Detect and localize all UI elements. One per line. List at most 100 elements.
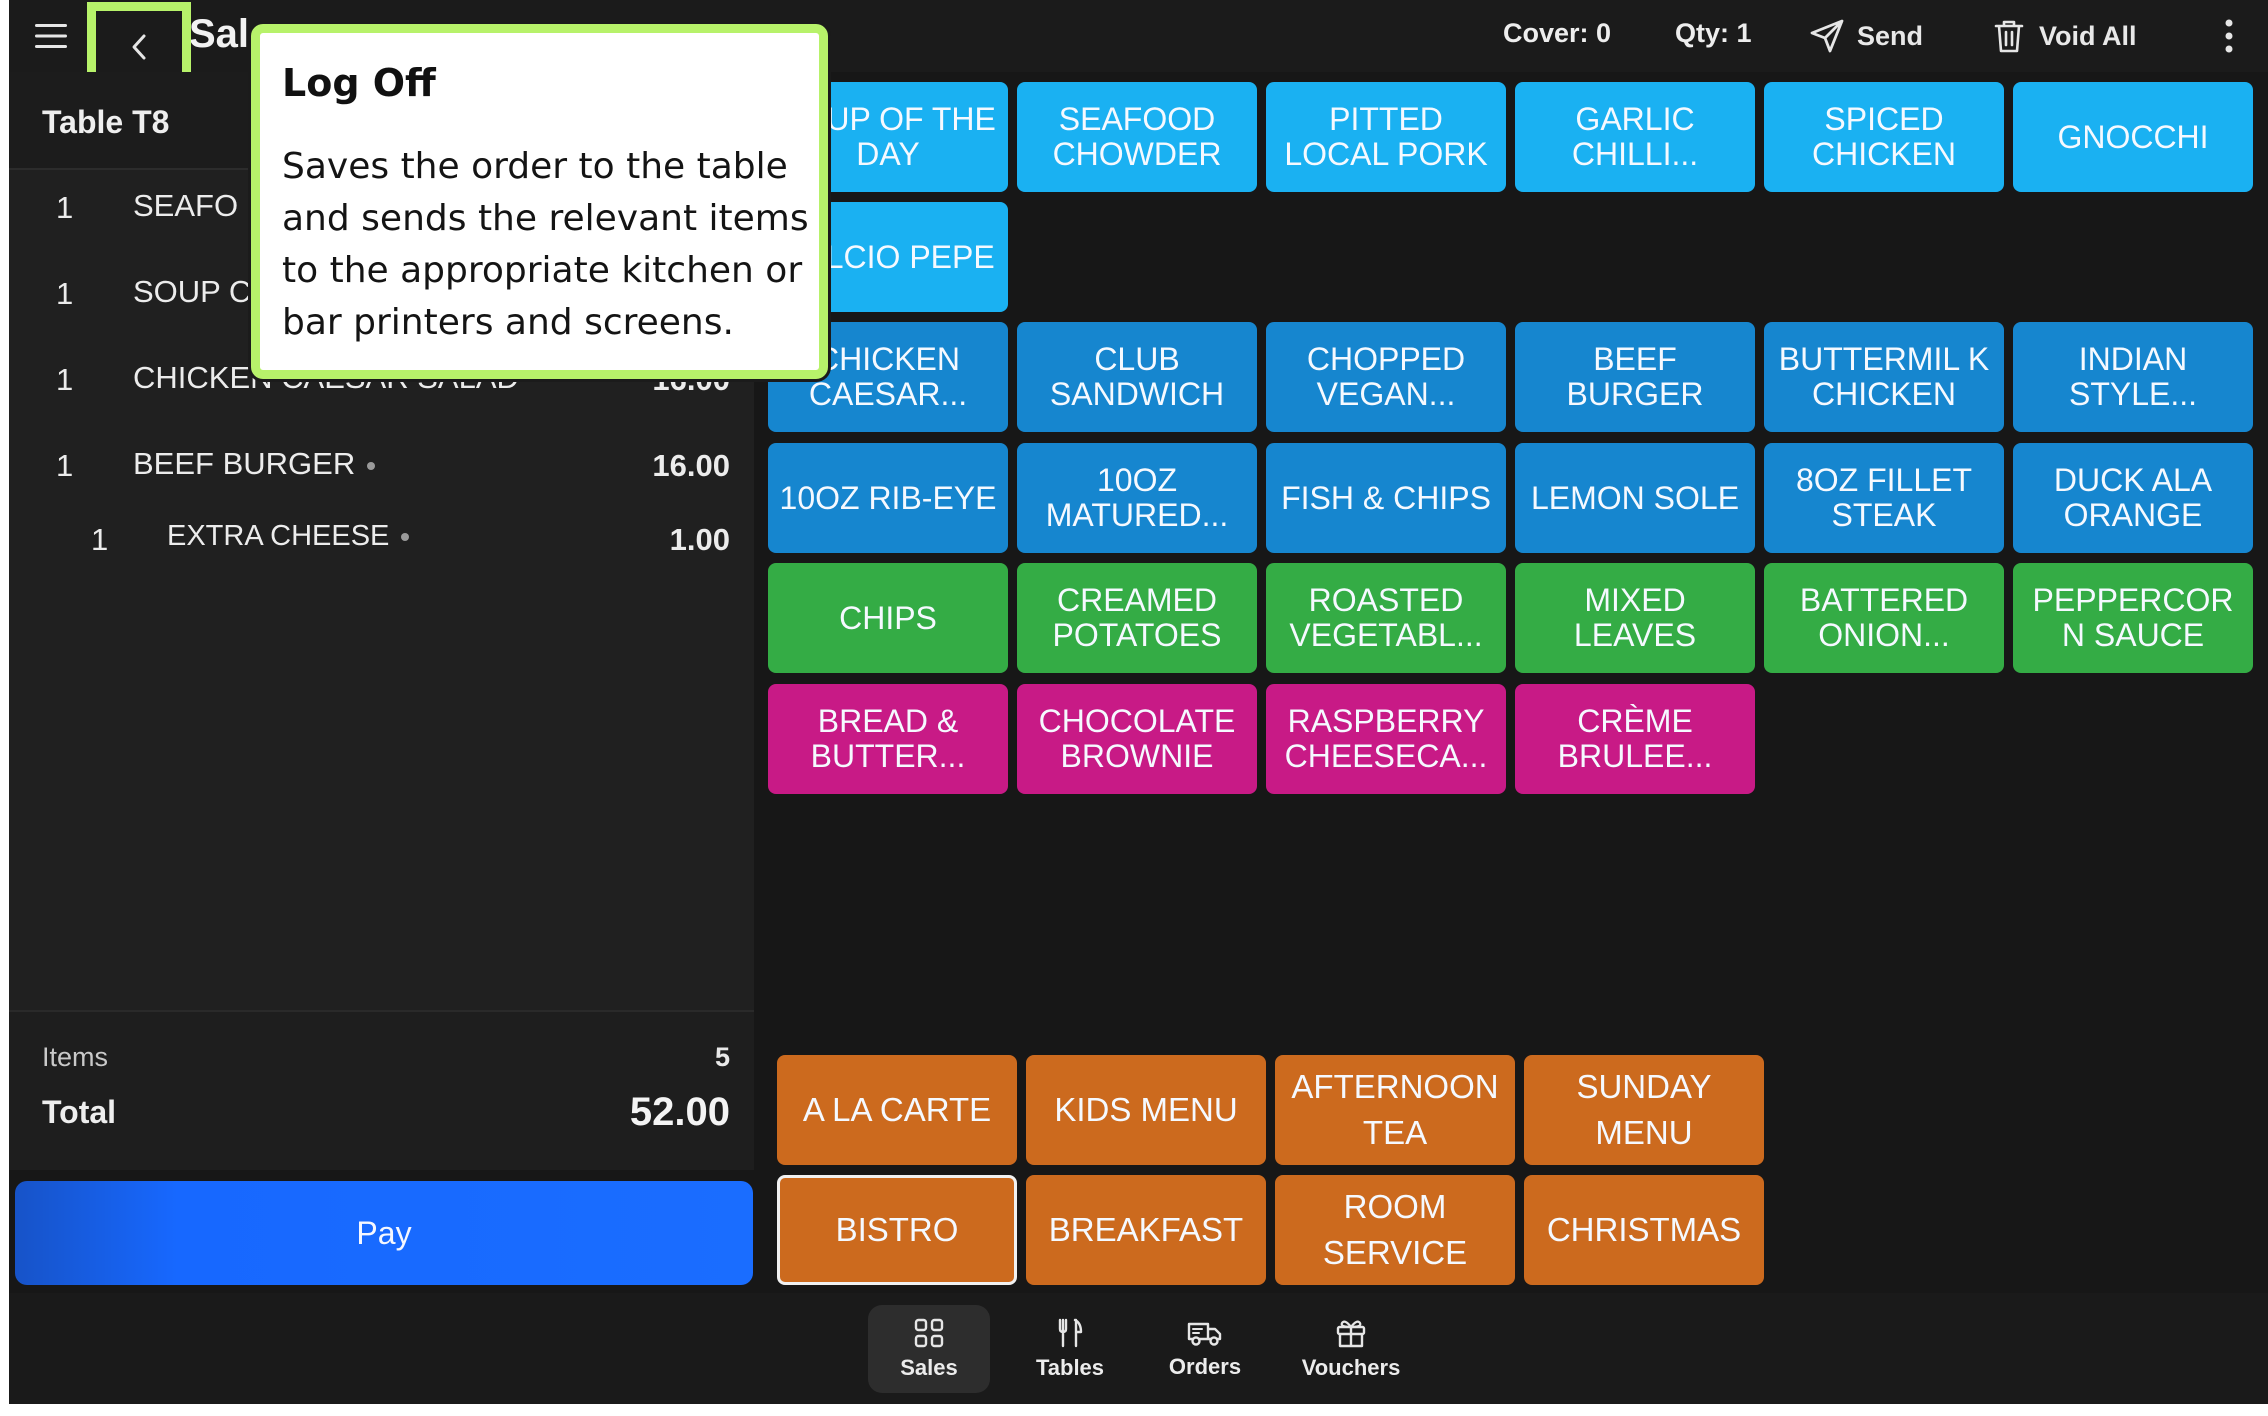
product-label: CHICKEN CAESAR... bbox=[808, 342, 968, 412]
order-line-qty: 1 bbox=[56, 448, 74, 483]
order-line[interactable]: 1 SOUP C bbox=[9, 258, 754, 328]
product-tile[interactable]: PITTED LOCAL PORK bbox=[1266, 82, 1506, 192]
product-label: DUCK ALA ORANGE bbox=[2053, 463, 2213, 533]
menu-label: AFTERNOON TEA bbox=[1291, 1068, 1499, 1151]
product-label: LEMON SOLE bbox=[1530, 480, 1740, 516]
bottom-nav: Sales Tables Orders Vouchers bbox=[9, 1293, 2268, 1404]
gift-icon bbox=[1336, 1320, 1366, 1348]
product-label: SEAFOOD CHOWDER bbox=[1052, 102, 1222, 172]
product-tile[interactable]: BUTTERMIL K CHICKEN bbox=[1764, 322, 2004, 432]
product-tile[interactable]: CHOCOLATE BROWNIE bbox=[1017, 684, 1257, 794]
more-vertical-icon bbox=[2225, 19, 2233, 53]
menu-tile[interactable]: AFTERNOON TEA bbox=[1275, 1055, 1515, 1165]
product-label: MIXED LEAVES bbox=[1573, 583, 1697, 653]
product-label: CHIPS bbox=[839, 600, 937, 636]
menu-label: A LA CARTE bbox=[802, 1091, 992, 1128]
menu-tile[interactable]: SUNDAY MENU bbox=[1524, 1055, 1764, 1165]
product-tile[interactable]: RASPBERRY CHEESECA... bbox=[1266, 684, 1506, 794]
menu-label: ROOM SERVICE bbox=[1322, 1188, 1468, 1271]
order-line-name: EXTRA CHEESE bbox=[167, 520, 410, 553]
nav-sales[interactable]: Sales bbox=[868, 1305, 990, 1393]
product-label: GNOCCHI bbox=[2057, 119, 2209, 155]
items-count: 5 bbox=[714, 1042, 730, 1072]
order-line-qty: 1 bbox=[56, 362, 74, 397]
order-line-name: SOUP C bbox=[133, 274, 252, 309]
product-tile[interactable]: LEMON SOLE bbox=[1515, 443, 1755, 553]
nav-label: Sales bbox=[900, 1355, 958, 1380]
order-line-name: BEEF BURGER bbox=[133, 446, 376, 482]
product-tile[interactable]: CHIPS bbox=[768, 563, 1008, 673]
product-tile[interactable]: DUCK ALA ORANGE bbox=[2013, 443, 2253, 553]
nav-vouchers[interactable]: Vouchers bbox=[1285, 1305, 1417, 1393]
product-tile[interactable]: GARLIC CHILLI... bbox=[1515, 82, 1755, 192]
product-tile[interactable]: CREAMED POTATOES bbox=[1017, 563, 1257, 673]
product-tile[interactable]: MIXED LEAVES bbox=[1515, 563, 1755, 673]
menu-label: CHRISTMAS bbox=[1546, 1211, 1742, 1248]
product-label: INDIAN STYLE... bbox=[2068, 342, 2198, 412]
product-tile[interactable]: ROASTED VEGETABL... bbox=[1266, 563, 1506, 673]
product-tile[interactable]: 8OZ FILLET STEAK bbox=[1764, 443, 2004, 553]
product-tile[interactable]: CHOPPED VEGAN... bbox=[1266, 322, 1506, 432]
nav-label: Tables bbox=[1035, 1355, 1105, 1380]
menu-tile[interactable]: ROOM SERVICE bbox=[1275, 1175, 1515, 1285]
order-modifier-line[interactable]: 1 EXTRA CHEESE 1.00 bbox=[9, 504, 754, 574]
chevron-left-icon bbox=[132, 34, 146, 60]
tooltip-callout: Log Off Saves the order to the table and… bbox=[251, 24, 828, 379]
nav-orders[interactable]: Orders bbox=[1149, 1305, 1261, 1393]
items-label: Items bbox=[42, 1042, 109, 1072]
hamburger-menu-button[interactable] bbox=[27, 12, 75, 60]
product-label: CREAMED POTATOES bbox=[1052, 583, 1222, 653]
product-tile[interactable]: SPICED CHICKEN bbox=[1764, 82, 2004, 192]
order-line-name-text: BEEF BURGER bbox=[133, 446, 356, 481]
product-tile[interactable]: GNOCCHI bbox=[2013, 82, 2253, 192]
product-tile[interactable]: CLUB SANDWICH bbox=[1017, 322, 1257, 432]
product-tile[interactable]: FISH & CHIPS bbox=[1266, 443, 1506, 553]
product-label: GARLIC CHILLI... bbox=[1571, 102, 1699, 172]
product-label: BREAD & BUTTER... bbox=[810, 704, 966, 774]
pos-app: Sal Cover: 0 Qty: 1 Send Void All Table … bbox=[9, 0, 2268, 1404]
send-button[interactable]: Send bbox=[1809, 12, 1923, 60]
order-line[interactable]: 1 BEEF BURGER 16.00 bbox=[9, 430, 754, 500]
product-tile[interactable]: BATTERED ONION... bbox=[1764, 563, 2004, 673]
nav-label: Orders bbox=[1168, 1354, 1242, 1379]
product-label: FISH & CHIPS bbox=[1281, 480, 1491, 516]
cover-count[interactable]: Cover: 0 bbox=[1503, 18, 1612, 48]
product-tile[interactable]: 10OZ MATURED... bbox=[1017, 443, 1257, 553]
menu-tile[interactable]: KIDS MENU bbox=[1026, 1055, 1266, 1165]
table-label[interactable]: Table T8 bbox=[42, 104, 170, 140]
menu-label: BISTRO bbox=[835, 1211, 959, 1248]
product-tile[interactable]: CRÈME BRULEE... bbox=[1515, 684, 1755, 794]
tooltip-body: Saves the order to the table and sends t… bbox=[282, 146, 809, 343]
order-line[interactable]: 1 SEAFO bbox=[9, 172, 754, 242]
menu-tile[interactable]: CHRISTMAS bbox=[1524, 1175, 1764, 1285]
menu-tile[interactable]: A LA CARTE bbox=[777, 1055, 1017, 1165]
tooltip-title: Log Off bbox=[282, 61, 436, 105]
product-label: CHOCOLATE BROWNIE bbox=[1038, 704, 1236, 774]
product-tile[interactable]: PEPPERCOR N SAUCE bbox=[2013, 563, 2253, 673]
delivery-truck-icon bbox=[1187, 1322, 1222, 1346]
menu-label: BREAKFAST bbox=[1048, 1211, 1244, 1248]
product-label: ROASTED VEGETABL... bbox=[1289, 583, 1483, 653]
pay-button[interactable]: Pay bbox=[15, 1181, 753, 1285]
product-tile[interactable]: BEEF BURGER bbox=[1515, 322, 1755, 432]
order-line-qty: 1 bbox=[56, 190, 74, 225]
product-tile[interactable]: BREAD & BUTTER... bbox=[768, 684, 1008, 794]
product-label: BATTERED ONION... bbox=[1799, 583, 1969, 653]
nav-tables[interactable]: Tables bbox=[1014, 1305, 1126, 1393]
hamburger-menu-icon bbox=[35, 24, 67, 48]
product-tile[interactable]: CHICKEN CAESAR... bbox=[768, 322, 1008, 432]
product-label: PITTED LOCAL PORK bbox=[1284, 102, 1488, 172]
void-all-label: Void All bbox=[2039, 20, 2137, 51]
modifier-dot-icon bbox=[367, 461, 376, 470]
product-label: PEPPERCOR N SAUCE bbox=[2032, 583, 2234, 653]
product-tile[interactable]: INDIAN STYLE... bbox=[2013, 322, 2253, 432]
product-tile[interactable]: SEAFOOD CHOWDER bbox=[1017, 82, 1257, 192]
order-line-qty: 1 bbox=[91, 522, 109, 557]
menu-tile-selected[interactable]: BISTRO bbox=[777, 1175, 1017, 1285]
grid-icon bbox=[914, 1318, 944, 1348]
void-all-button[interactable]: Void All bbox=[1993, 12, 2137, 60]
menu-tile[interactable]: BREAKFAST bbox=[1026, 1175, 1266, 1285]
product-tile[interactable]: 10OZ RIB-EYE bbox=[768, 443, 1008, 553]
more-options-button[interactable] bbox=[2209, 12, 2249, 60]
quantity-selector[interactable]: Qty: 1 bbox=[1675, 18, 1752, 48]
